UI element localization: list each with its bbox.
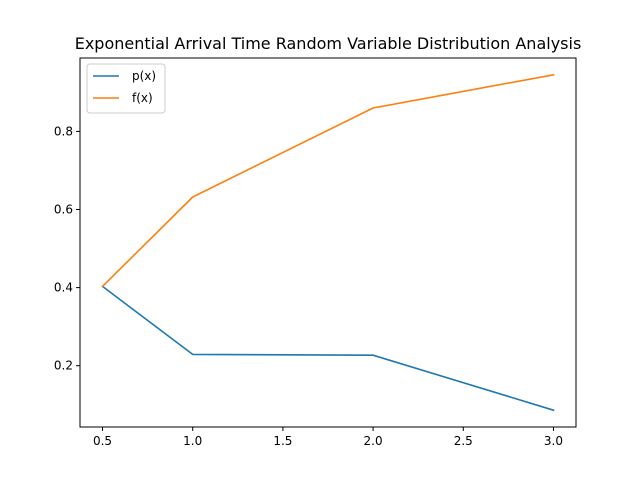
y-tick-label: 0.8 — [54, 124, 73, 138]
legend-label: p(x) — [132, 69, 156, 83]
legend-label: f(x) — [132, 91, 153, 105]
series-line-f — [101, 73, 555, 288]
plot-area: 0.5 1.0 1.5 2.0 2.5 3.0 0.2 0.4 0.6 0.8 p(x) f(x) — [54, 57, 577, 448]
x-tick-label: 2.0 — [364, 434, 383, 448]
series-line-p — [101, 285, 555, 412]
x-tick-label: 1.5 — [273, 434, 292, 448]
x-tick-label: 1.0 — [183, 434, 202, 448]
y-tick-label: 0.6 — [54, 203, 73, 217]
x-tick-label: 0.5 — [93, 434, 112, 448]
x-tick-label: 2.5 — [454, 434, 473, 448]
y-tick-label: 0.4 — [54, 281, 73, 295]
chart-title: Exponential Arrival Time Random Variable… — [75, 34, 582, 53]
x-tick-label: 3.0 — [544, 434, 563, 448]
y-tick-label: 0.2 — [54, 359, 73, 373]
axes-frame — [79, 57, 577, 428]
